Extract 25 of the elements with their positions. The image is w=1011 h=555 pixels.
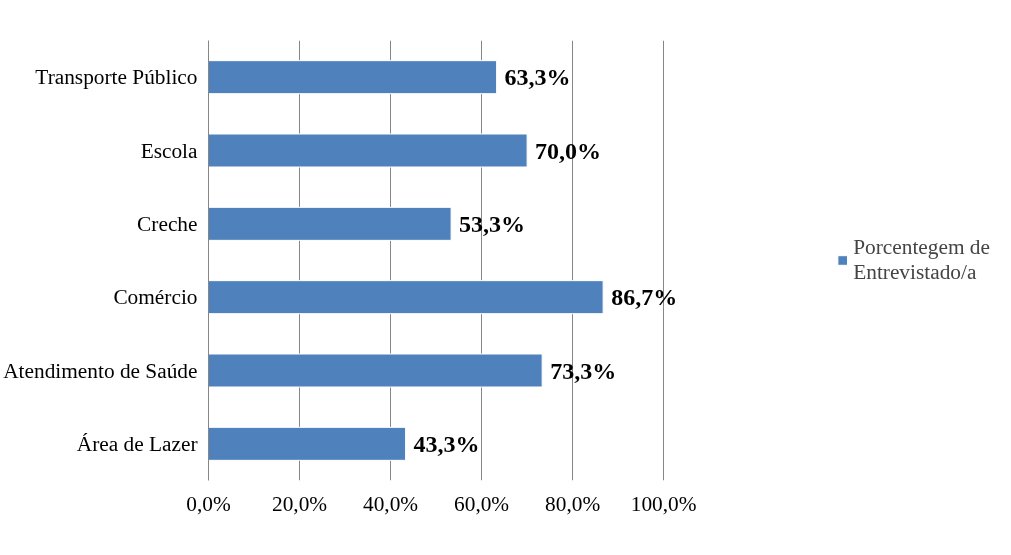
y-tick-label: Área de Lazer [76,431,198,456]
x-tick-label: 60,0% [454,491,510,516]
data-label: 63,3% [504,64,571,91]
bar [208,60,498,95]
data-label: 86,7% [611,284,678,311]
y-tick-label: Escola [140,138,199,163]
y-tick-label: Comércio [113,285,198,310]
legend-label: Porcentegem de Entrevistado/a [853,235,990,285]
bar [208,353,543,388]
y-tick-label: Creche [137,211,198,236]
y-tick-label: Atendimento de Saúde [3,358,198,383]
bar [208,206,452,241]
x-tick-label: 80,0% [545,491,601,516]
data-label: 53,3% [459,210,526,237]
x-tick-label: 0,0% [186,491,231,516]
data-label: 70,0% [535,137,602,164]
x-tick-label: 100,0% [630,491,697,516]
x-tick-label: 40,0% [363,491,419,516]
bar [208,280,604,315]
x-tick-label: 20,0% [271,491,328,516]
data-label: 43,3% [413,430,480,457]
bar [208,426,407,461]
bar [208,133,528,168]
y-tick-label: Transporte Público [35,65,198,90]
data-label: 73,3% [550,357,617,384]
